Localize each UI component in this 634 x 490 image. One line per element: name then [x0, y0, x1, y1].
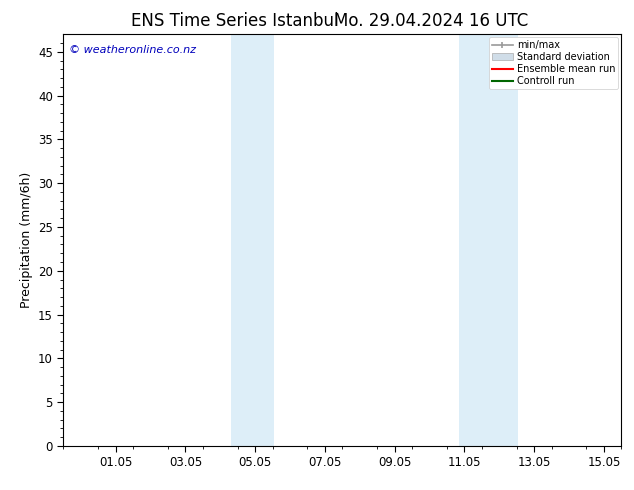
Bar — [231, 34, 250, 446]
Bar — [459, 34, 484, 446]
Text: ENS Time Series Istanbul: ENS Time Series Istanbul — [131, 12, 339, 30]
Bar — [250, 34, 275, 446]
Y-axis label: Precipitation (mm/6h): Precipitation (mm/6h) — [20, 172, 32, 308]
Text: Mo. 29.04.2024 16 UTC: Mo. 29.04.2024 16 UTC — [334, 12, 528, 30]
Bar — [484, 34, 519, 446]
Text: © weatheronline.co.nz: © weatheronline.co.nz — [69, 45, 196, 54]
Legend: min/max, Standard deviation, Ensemble mean run, Controll run: min/max, Standard deviation, Ensemble me… — [489, 37, 618, 89]
